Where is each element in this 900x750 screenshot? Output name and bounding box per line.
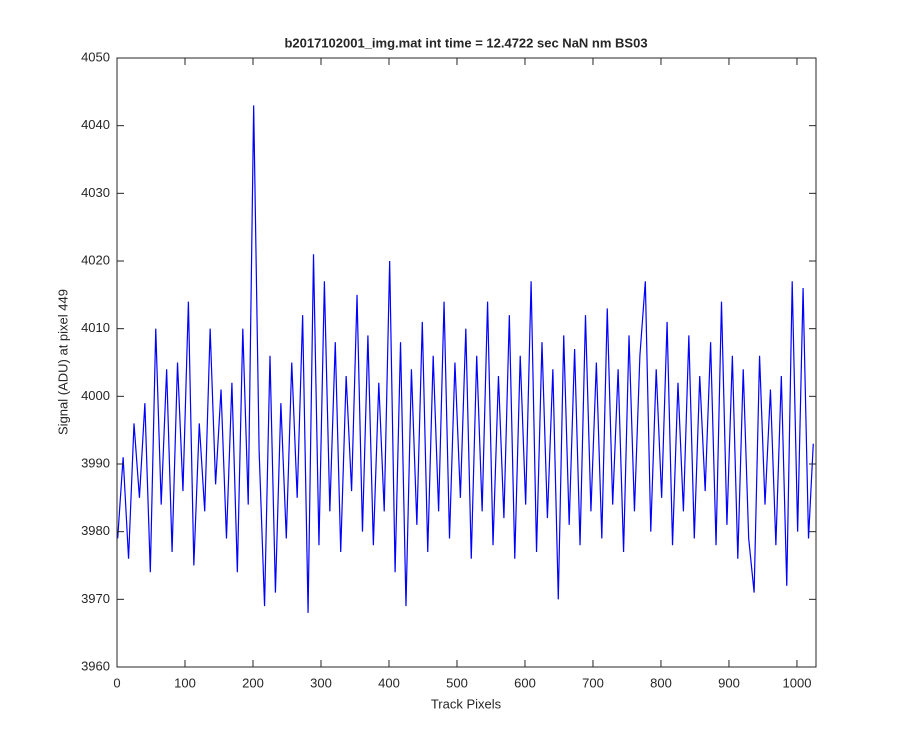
plot-frame bbox=[116, 57, 817, 668]
y-tick-label: 4020 bbox=[81, 252, 110, 267]
x-tick-label: 600 bbox=[514, 675, 536, 690]
y-tick-label: 3980 bbox=[81, 523, 110, 538]
y-tick-label: 4000 bbox=[81, 388, 110, 403]
chart-title: b2017102001_img.mat int time = 12.4722 s… bbox=[284, 35, 647, 50]
x-tick-label: 900 bbox=[718, 675, 740, 690]
x-tick-label: 0 bbox=[113, 675, 120, 690]
y-tick-label: 4050 bbox=[81, 49, 110, 64]
x-tick-label: 200 bbox=[242, 675, 264, 690]
x-tick-label: 500 bbox=[446, 675, 468, 690]
y-tick-label: 4030 bbox=[81, 185, 110, 200]
y-tick-label: 3960 bbox=[81, 658, 110, 673]
y-axis-label: Signal (ADU) at pixel 449 bbox=[55, 289, 70, 435]
x-tick-label: 400 bbox=[378, 675, 400, 690]
y-tick-label: 3990 bbox=[81, 455, 110, 470]
x-tick-label: 700 bbox=[582, 675, 604, 690]
y-tick-label: 3970 bbox=[81, 591, 110, 606]
x-tick-label: 300 bbox=[310, 675, 332, 690]
y-tick-label: 4010 bbox=[81, 320, 110, 335]
y-tick-label: 4040 bbox=[81, 117, 110, 132]
x-axis-label: Track Pixels bbox=[431, 696, 502, 711]
x-tick-label: 100 bbox=[174, 675, 196, 690]
data-line bbox=[117, 105, 814, 613]
x-tick-label: 1000 bbox=[783, 675, 812, 690]
x-tick-label: 800 bbox=[650, 675, 672, 690]
